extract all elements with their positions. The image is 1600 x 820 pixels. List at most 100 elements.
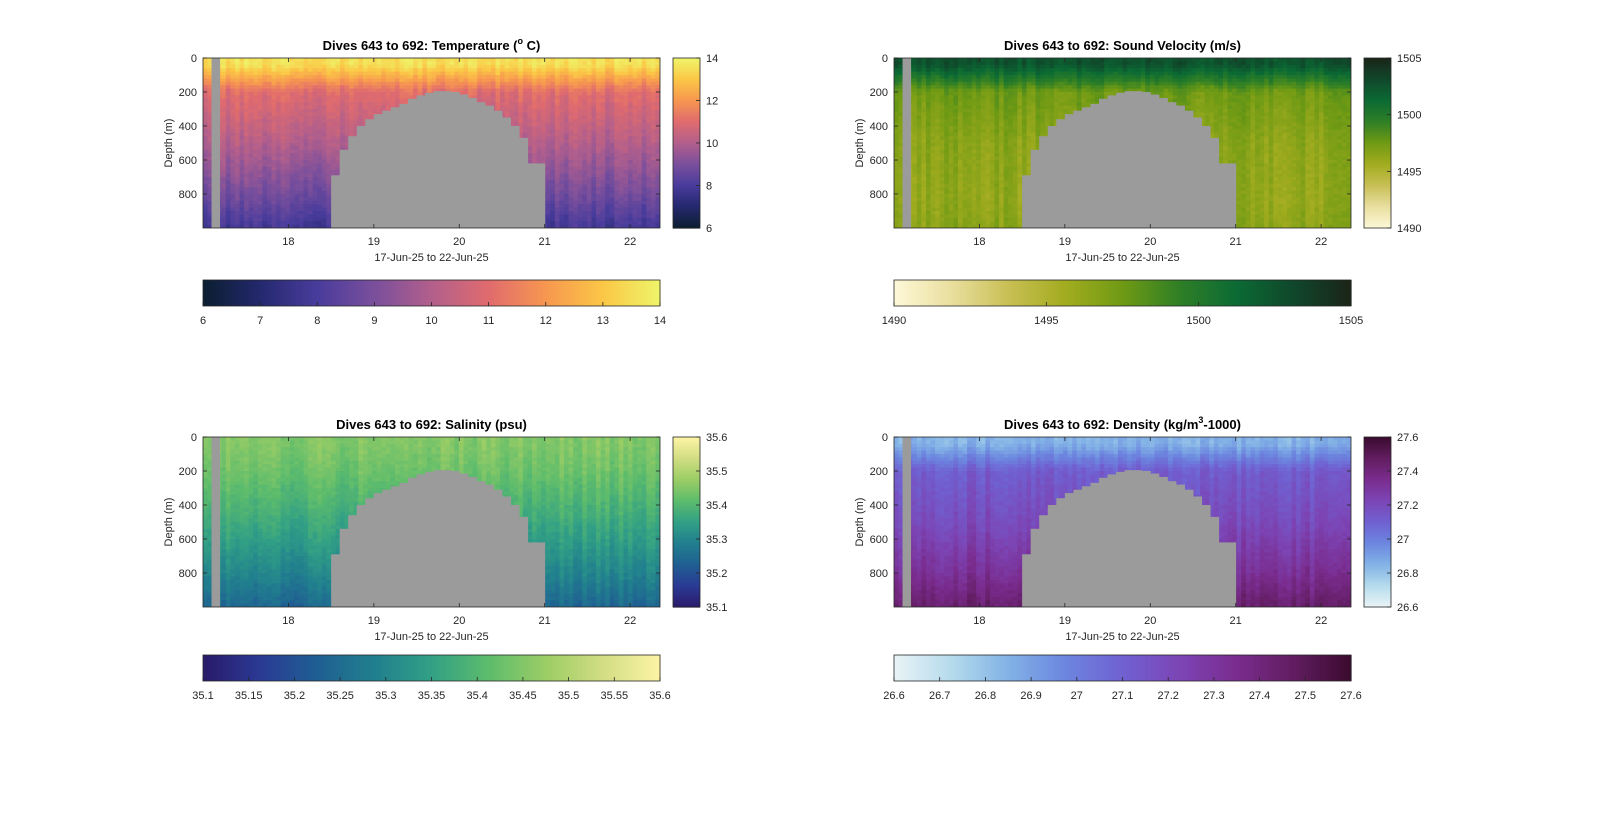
heatmap-cell <box>294 163 299 167</box>
heatmap-cell <box>240 163 245 167</box>
heatmap-cell <box>221 221 226 225</box>
heatmap-cell <box>637 221 642 225</box>
heatmap-cell <box>253 129 258 133</box>
heatmap-cell <box>290 163 295 167</box>
heatmap-cell <box>294 214 299 218</box>
heatmap-cell <box>299 187 304 191</box>
heatmap-cell <box>326 136 331 140</box>
heatmap-cell <box>276 204 281 208</box>
heatmap-cell <box>249 180 254 184</box>
heatmap-cell <box>221 163 226 167</box>
heatmap-cell <box>267 129 272 133</box>
heatmap-cell <box>550 214 555 218</box>
heatmap-cell <box>628 214 633 218</box>
heatmap-cell <box>582 170 587 174</box>
heatmap-cell <box>610 204 615 208</box>
heatmap-cell <box>614 197 619 201</box>
heatmap-cell <box>290 197 295 201</box>
heatmap-cell <box>555 170 560 174</box>
heatmap-cell <box>299 153 304 157</box>
heatmap-cell <box>221 197 226 201</box>
heatmap-cell <box>249 136 254 140</box>
heatmap-cell <box>249 204 254 208</box>
heatmap-cell <box>569 221 574 225</box>
heatmap-cell <box>235 204 240 208</box>
heatmap-cell <box>587 214 592 218</box>
heatmap-cell <box>582 163 587 167</box>
heatmap-cell <box>294 221 299 225</box>
heatmap-cell <box>619 129 624 133</box>
heatmap-cell <box>262 187 267 191</box>
heatmap-cell <box>285 197 290 201</box>
heatmap-cell <box>646 153 651 157</box>
heatmap-cell <box>614 204 619 208</box>
heatmap-cell <box>281 153 286 157</box>
heatmap-cell <box>587 163 592 167</box>
heatmap-cell <box>605 187 610 191</box>
heatmap-cell <box>591 146 596 150</box>
heatmap-cell <box>244 204 249 208</box>
heatmap-cell <box>564 197 569 201</box>
heatmap-cell <box>240 221 245 225</box>
heatmap-cell <box>308 214 313 218</box>
heatmap-cell <box>308 197 313 201</box>
heatmap-cell <box>326 204 331 208</box>
heatmap-cell <box>281 204 286 208</box>
heatmap-cell <box>276 146 281 150</box>
heatmap-cell <box>564 146 569 150</box>
heatmap-cell <box>272 146 277 150</box>
heatmap-cell <box>267 197 272 201</box>
heatmap-cell <box>262 180 267 184</box>
heatmap-cell <box>304 204 309 208</box>
heatmap-cell <box>345 129 350 133</box>
heatmap-cell <box>308 163 313 167</box>
heatmap-cell <box>322 136 327 140</box>
heatmap-cell <box>326 153 331 157</box>
heatmap-cell <box>623 129 628 133</box>
heatmap-cell <box>221 180 226 184</box>
heatmap-cell <box>290 170 295 174</box>
heatmap-cell <box>559 221 564 225</box>
heatmap-cell <box>527 129 532 133</box>
heatmap-cell <box>253 136 258 140</box>
heatmap-cell <box>230 204 235 208</box>
heatmap-cell <box>633 129 638 133</box>
heatmap-cell <box>313 197 318 201</box>
heatmap-cell <box>628 136 633 140</box>
heatmap-cell <box>633 214 638 218</box>
heatmap-cell <box>349 129 354 133</box>
heatmap-cell <box>299 180 304 184</box>
heatmap-cell <box>559 197 564 201</box>
heatmap-cell <box>258 180 263 184</box>
heatmap-cell <box>294 180 299 184</box>
heatmap-cell <box>532 136 537 140</box>
heatmap-cell <box>651 136 656 140</box>
heatmap-cell <box>294 187 299 191</box>
heatmap-cell <box>628 129 633 133</box>
heatmap-cell <box>308 129 313 133</box>
heatmap-cell <box>317 170 322 174</box>
heatmap-cell <box>276 197 281 201</box>
heatmap-cell <box>240 170 245 174</box>
heatmap-cell <box>610 197 615 201</box>
heatmap-cell <box>614 146 619 150</box>
heatmap-cell <box>253 221 258 225</box>
heatmap-cell <box>249 197 254 201</box>
heatmap-cell <box>249 163 254 167</box>
heatmap-cell <box>308 180 313 184</box>
heatmap-cell <box>262 221 267 225</box>
heatmap-cell <box>569 197 574 201</box>
heatmap-cell <box>276 153 281 157</box>
heatmap-cell <box>646 180 651 184</box>
heatmap-cell <box>651 180 656 184</box>
heatmap-cell <box>258 221 263 225</box>
heatmap-cell <box>559 129 564 133</box>
heatmap-cell <box>546 170 551 174</box>
heatmap-cell <box>623 214 628 218</box>
heatmap-cell <box>258 187 263 191</box>
heatmap-cell <box>262 163 267 167</box>
heatmap-cell <box>281 129 286 133</box>
heatmap-cell <box>308 221 313 225</box>
